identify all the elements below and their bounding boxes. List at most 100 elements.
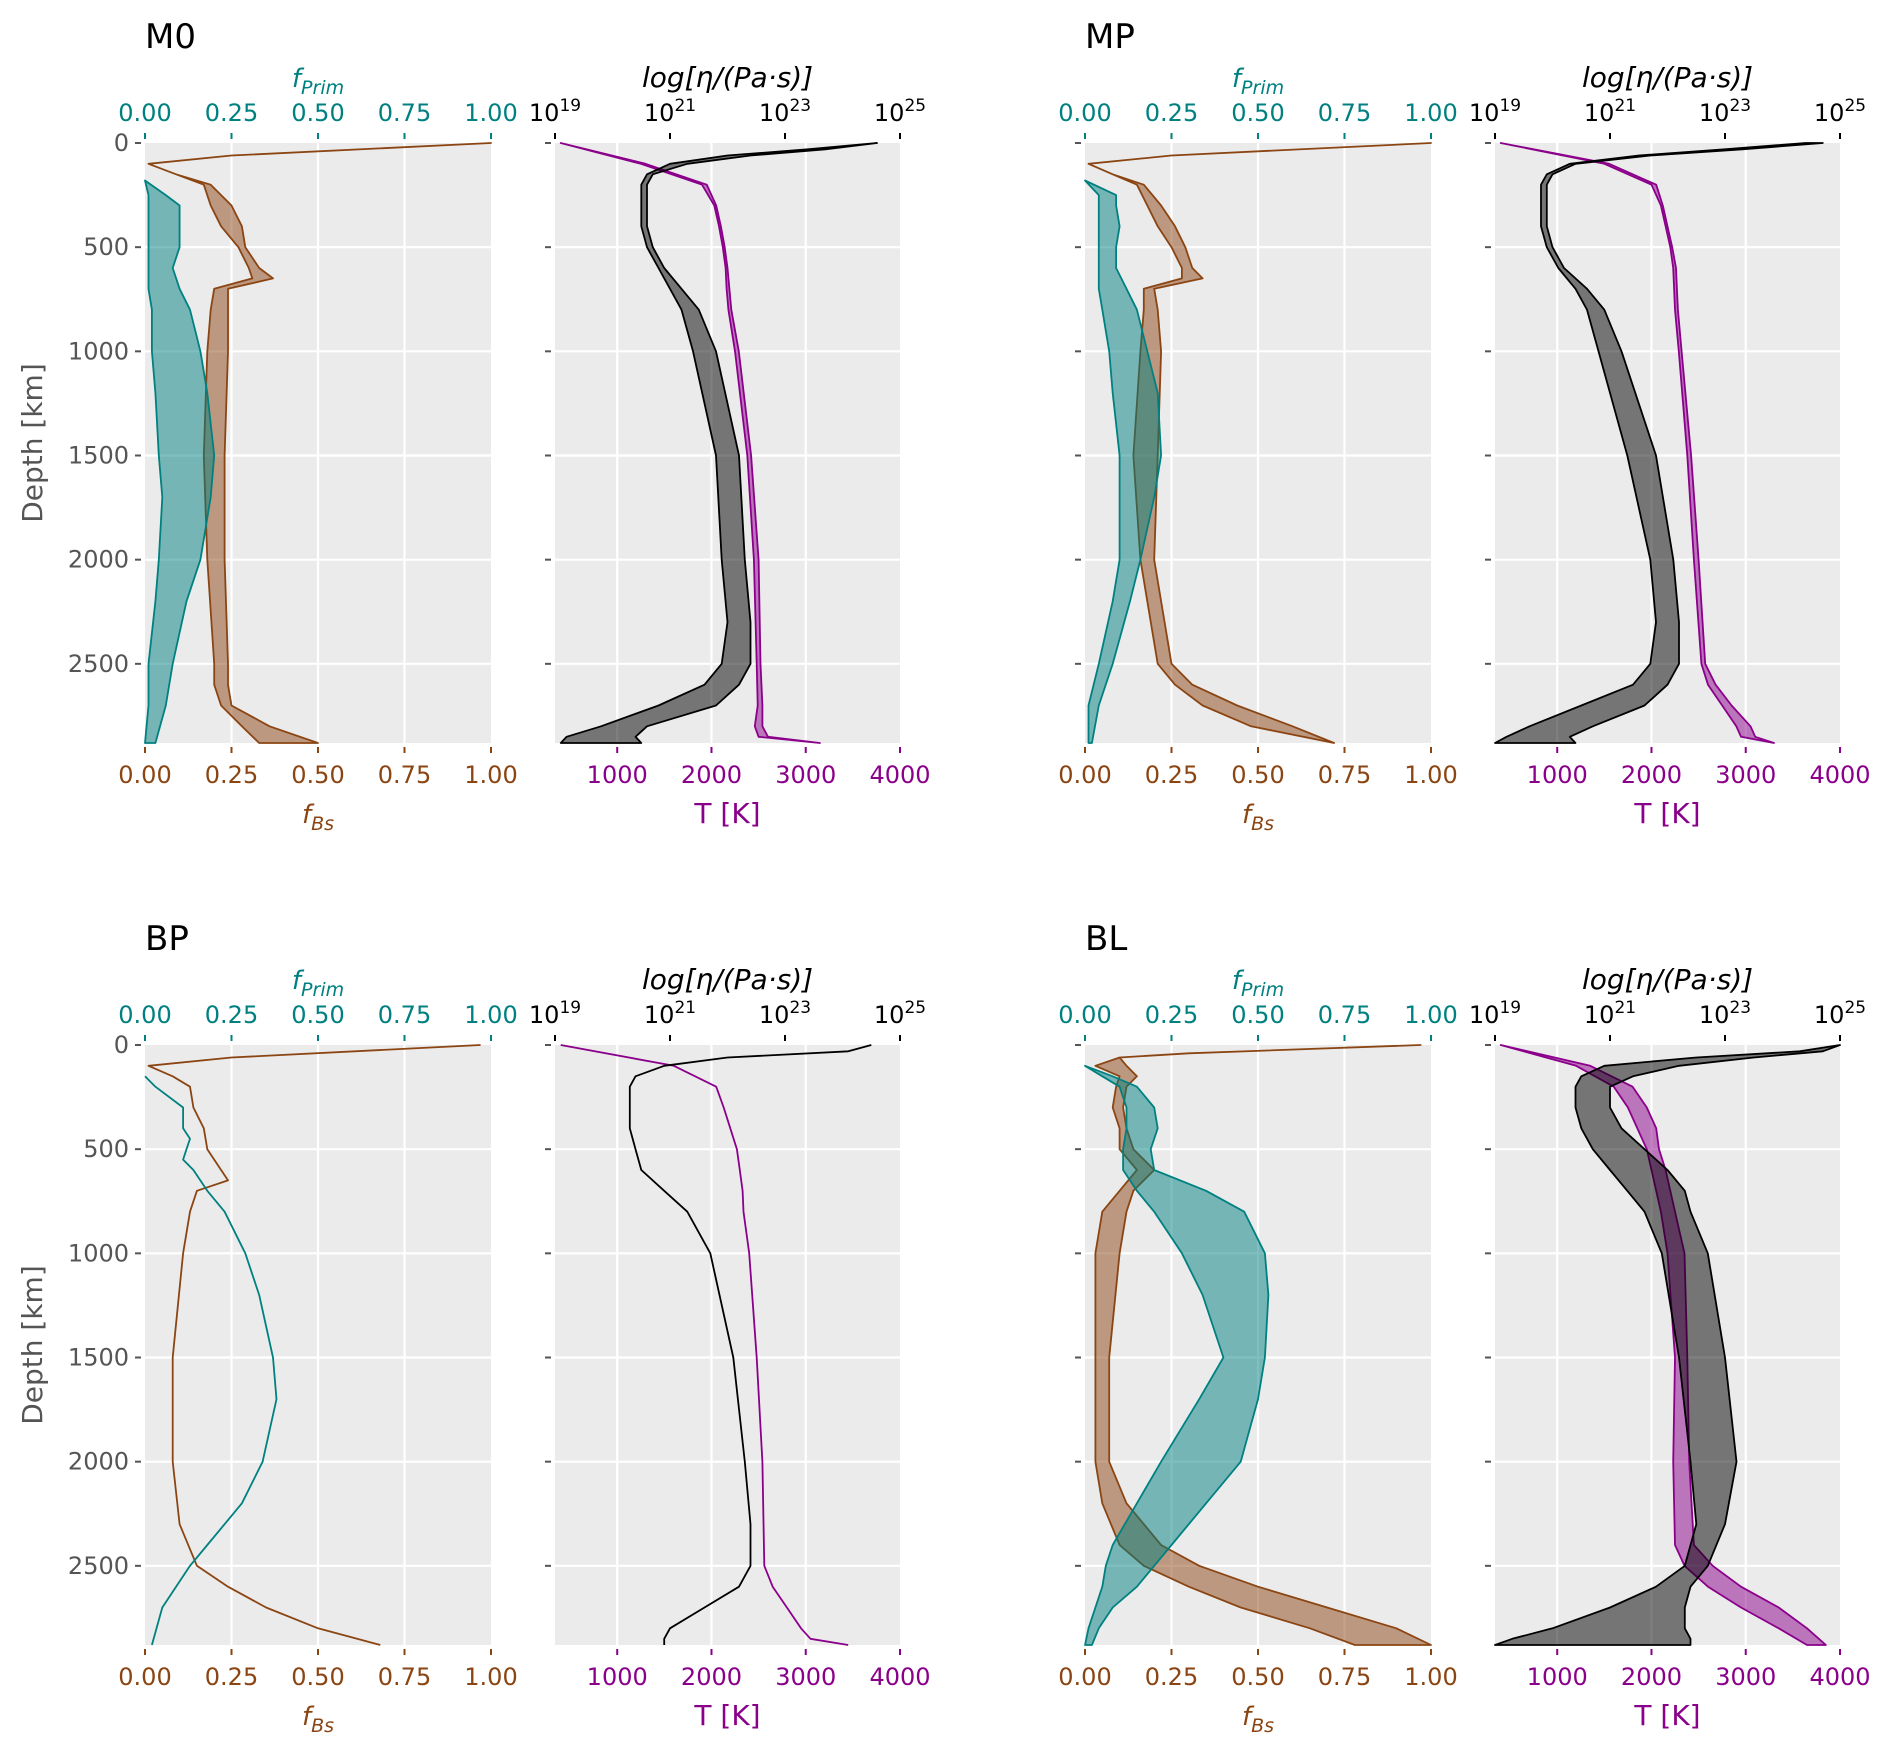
top-tick-label: 0.00 (1058, 99, 1111, 127)
top-tick-label: 1.00 (1404, 1001, 1457, 1029)
plot-background (1495, 1045, 1840, 1645)
bottom-tick-label: 0.50 (291, 1663, 344, 1691)
plot-background (555, 1045, 900, 1645)
fbs-series-band (147, 142, 492, 744)
viscosity-series-line (628, 1044, 872, 1645)
bottom-tick-label: 3000 (775, 761, 836, 789)
top-tick-label: 1023 (759, 96, 811, 127)
bottom-tick-label: 0.00 (1058, 761, 1111, 789)
bottom-tick-label: 2000 (681, 761, 742, 789)
top-tick-label: 0.00 (1058, 1001, 1111, 1029)
top-tick-label: 1025 (874, 998, 926, 1029)
xlabel-fbs: fBs (302, 800, 334, 835)
bottom-tick-label: 0.25 (205, 761, 258, 789)
y-tick-label: 1000 (68, 1239, 129, 1267)
y-tick-label: 500 (83, 233, 129, 261)
top-tick-label: 1021 (644, 96, 696, 127)
xlabel-viscosity: log[η/(Pa·s)] (642, 61, 813, 94)
bottom-tick-label: 3000 (1715, 761, 1776, 789)
top-tick-label: 0.75 (1318, 99, 1371, 127)
bottom-tick-label: 3000 (1715, 1663, 1776, 1691)
bottom-tick-label: 0.50 (1231, 761, 1284, 789)
top-tick-label: 0.75 (378, 1001, 431, 1029)
fprim-series-band (1084, 179, 1162, 744)
top-tick-label: 0.50 (291, 99, 344, 127)
bottom-tick-label: 1000 (587, 761, 648, 789)
top-tick-label: 1025 (1814, 96, 1866, 127)
bottom-tick-label: 0.50 (1231, 1663, 1284, 1691)
bottom-tick-label: 1.00 (1404, 1663, 1457, 1691)
xlabel-viscosity: log[η/(Pa·s)] (1582, 963, 1753, 996)
panel-title: MP (1085, 17, 1135, 57)
xlabel-fprim: fPrim (1232, 966, 1284, 1001)
composition-axes: 0.00 0.00 0.25 0.25 0.50 0.50 0.75 0.75 1.00 1.00… (16, 966, 518, 1737)
bottom-tick-label: 0.25 (1145, 761, 1198, 789)
top-tick-label: 1.00 (1404, 99, 1457, 127)
y-tick-label: 2500 (68, 1552, 129, 1580)
top-tick-label: 1021 (1584, 998, 1636, 1029)
xlabel-fbs: fBs (1242, 800, 1274, 835)
bottom-tick-label: 4000 (1809, 761, 1870, 789)
bottom-tick-label: 1000 (1527, 761, 1588, 789)
y-tick-label: 0 (114, 129, 129, 157)
viscosity-series-band (1494, 1044, 1841, 1646)
xlabel-temperature: T [K] (1633, 797, 1700, 830)
top-tick-label: 1.00 (464, 1001, 517, 1029)
y-tick-label: 500 (83, 1135, 129, 1163)
y-tick-label: 2000 (68, 546, 129, 574)
thermal-axes: 1000 2000 3000 4000 T [K] 1019 1021 1023 1025 log… (1469, 61, 1871, 830)
bottom-tick-label: 4000 (1809, 1663, 1870, 1691)
bottom-tick-label: 3000 (775, 1663, 836, 1691)
bottom-tick-label: 0.75 (1318, 1663, 1371, 1691)
top-tick-label: 1019 (1469, 96, 1521, 127)
top-tick-label: 0.25 (205, 1001, 258, 1029)
temperature-series-line (560, 1044, 849, 1646)
thermal-axes: 1000 2000 3000 4000 T [K] 1019 1021 1023 1025 log… (529, 963, 931, 1732)
ylabel-depth: Depth [km] (16, 1265, 49, 1425)
top-tick-label: 0.25 (205, 99, 258, 127)
fprim-series-band (144, 179, 216, 744)
y-tick-label: 1500 (68, 1344, 129, 1372)
bottom-tick-label: 0.00 (118, 1663, 171, 1691)
fprim-series-band (1084, 1064, 1270, 1646)
top-tick-label: 1021 (644, 998, 696, 1029)
top-tick-label: 1019 (529, 96, 581, 127)
y-tick-label: 1000 (68, 337, 129, 365)
y-tick-label: 2500 (68, 650, 129, 678)
bottom-tick-label: 2000 (681, 1663, 742, 1691)
panel-title: BP (145, 919, 189, 959)
xlabel-fbs: fBs (1242, 1702, 1274, 1737)
bottom-tick-label: 0.75 (378, 761, 431, 789)
top-tick-label: 1019 (1469, 998, 1521, 1029)
bottom-tick-label: 1.00 (464, 1663, 517, 1691)
composition-axes: 0.00 0.00 0.25 0.25 0.50 0.50 0.75 0.75 1.00 1.00… (1058, 64, 1457, 835)
bottom-tick-label: 0.25 (1145, 1663, 1198, 1691)
composition-axes: 0.00 0.00 0.25 0.25 0.50 0.50 0.75 0.75 1.00 1.00… (1058, 966, 1457, 1737)
top-tick-label: 0.25 (1145, 1001, 1198, 1029)
top-tick-label: 1023 (1699, 96, 1751, 127)
panel-m0: M0 0.00 0.00 0.25 0.25 0.50 0.50 0.75 0.75 1.00 1.… (16, 17, 931, 835)
bottom-tick-label: 1.00 (464, 761, 517, 789)
fprim-series-line (144, 1075, 278, 1646)
ylabel-depth: Depth [km] (16, 363, 49, 523)
top-tick-label: 1025 (874, 96, 926, 127)
top-tick-label: 0.50 (1231, 99, 1284, 127)
panel-mp: MP 0.00 0.00 0.25 0.25 0.50 0.50 0.75 0.75 1.00 1.… (1058, 17, 1870, 835)
bottom-tick-label: 0.25 (205, 1663, 258, 1691)
xlabel-fprim: fPrim (292, 64, 344, 99)
y-tick-label: 2000 (68, 1448, 129, 1476)
xlabel-viscosity: log[η/(Pa·s)] (642, 963, 813, 996)
bottom-tick-label: 2000 (1621, 761, 1682, 789)
xlabel-temperature: T [K] (693, 797, 760, 830)
bottom-tick-label: 1000 (1527, 1663, 1588, 1691)
xlabel-fprim: fPrim (292, 966, 344, 1001)
top-tick-label: 1023 (759, 998, 811, 1029)
bottom-tick-label: 2000 (1621, 1663, 1682, 1691)
top-tick-label: 0.25 (1145, 99, 1198, 127)
y-tick-label: 1500 (68, 442, 129, 470)
bottom-tick-label: 1.00 (1404, 761, 1457, 789)
top-tick-label: 0.75 (378, 99, 431, 127)
xlabel-fbs: fBs (302, 1702, 334, 1737)
y-tick-label: 0 (114, 1031, 129, 1059)
